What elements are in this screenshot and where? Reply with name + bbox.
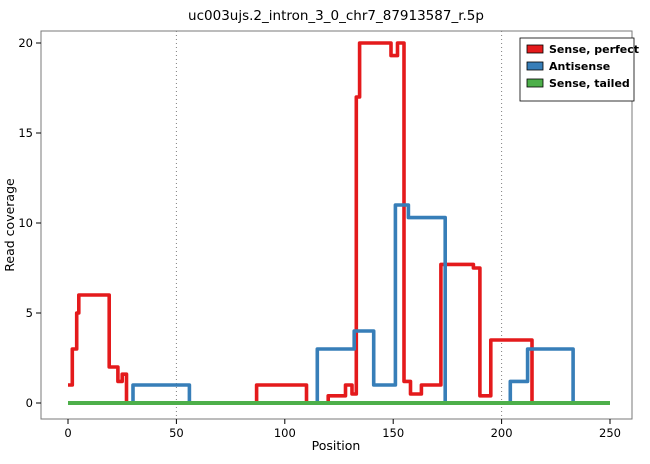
legend-label-1: Antisense: [549, 60, 610, 73]
x-tick-label-100: 100: [274, 426, 296, 440]
x-tick-label-200: 200: [491, 426, 513, 440]
series-line-sense-perfect: [68, 41, 610, 405]
y-tick-label-20: 20: [18, 36, 33, 50]
x-axis-label: Position: [312, 438, 361, 453]
panel-border: [40, 30, 633, 420]
x-tick-label-150: 150: [382, 426, 404, 440]
legend-key-0: [526, 44, 544, 54]
y-tick-label-15: 15: [18, 126, 33, 140]
y-axis-label: Read coverage: [2, 178, 17, 272]
y-tick-label-10: 10: [18, 216, 33, 230]
x-tick-label-250: 250: [599, 426, 621, 440]
y-tick-label-0: 0: [26, 396, 33, 410]
chart-title: uc003ujs.2_intron_3_0_chr7_87913587_r.5p: [188, 8, 484, 24]
x-tick-label-0: 0: [64, 426, 71, 440]
y-tick-label-5: 5: [26, 306, 33, 320]
legend-label-0: Sense, perfect: [549, 43, 639, 56]
legend-label-2: Sense, tailed: [549, 77, 630, 90]
series-line-antisense: [68, 203, 610, 405]
chart-canvas: 0 50 100 150 200 250 0 5 10 15 20 Sense, perfect Ant…: [18, 30, 639, 440]
legend-key-1: [526, 61, 544, 71]
x-tick-label-50: 50: [169, 426, 184, 440]
legend-key-2: [526, 78, 544, 88]
